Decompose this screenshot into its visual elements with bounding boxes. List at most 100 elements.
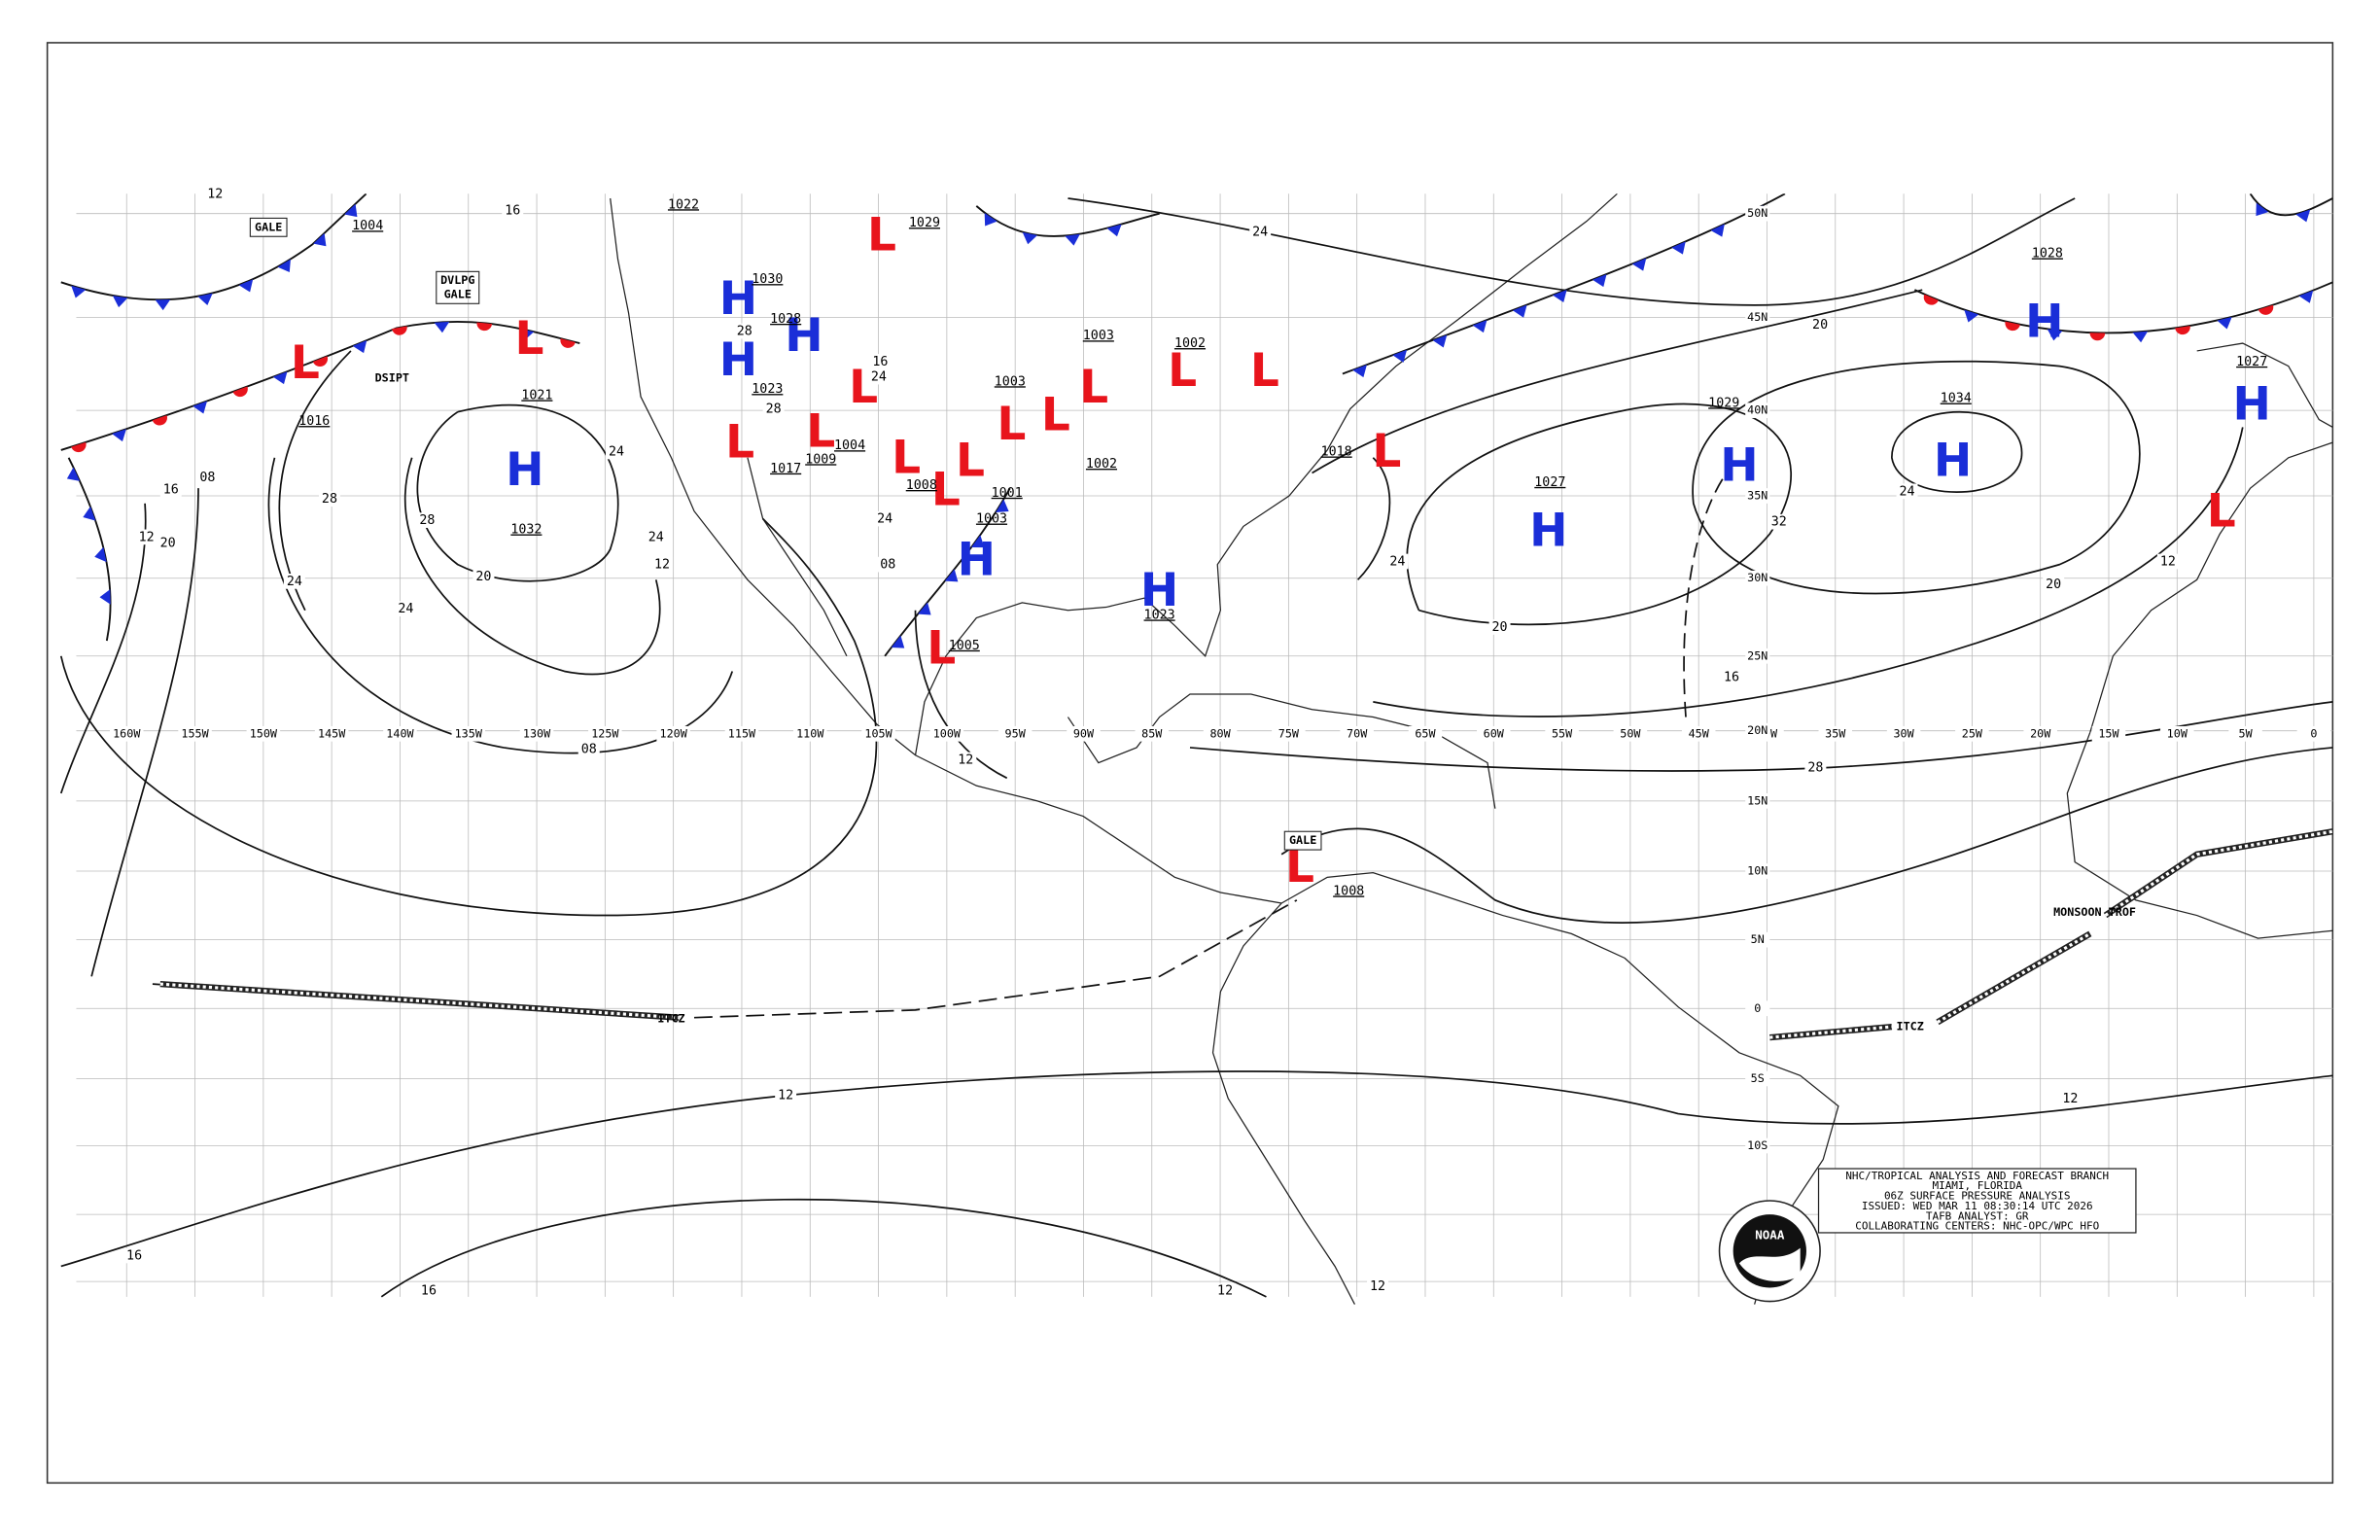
lon-label: 90W — [1073, 726, 1095, 740]
coastline — [747, 457, 848, 657]
isobar-label: 08 — [880, 558, 895, 573]
pressure-value: 1030 — [752, 272, 783, 287]
lat-label: 30N — [1747, 571, 1768, 584]
pressure-center: H — [785, 309, 822, 363]
cold-front-barb — [2256, 202, 2269, 217]
grid — [76, 193, 2333, 1297]
lon-label-box — [1681, 725, 1716, 742]
isobar-label-box — [157, 535, 179, 551]
logo-wave — [1738, 1247, 1801, 1281]
feature-label: DSIPT — [375, 371, 409, 385]
warm-front-barb — [2258, 304, 2274, 315]
isobar-label: 20 — [1812, 318, 1828, 332]
cold-front-barb — [918, 602, 931, 615]
isobar — [59, 517, 878, 917]
pressure-value: 1008 — [906, 478, 937, 493]
feature-box — [1283, 830, 1322, 851]
isobar-label: 28 — [322, 492, 337, 507]
isobar — [403, 457, 661, 676]
lon-label: 80W — [1209, 726, 1231, 740]
lat-label: 50N — [1747, 206, 1768, 220]
isobar-label: 08 — [581, 743, 597, 757]
isobar-label-box — [2059, 1091, 2082, 1106]
isobar-label-box — [651, 556, 674, 573]
isobar-label: 16 — [163, 483, 179, 498]
isobar — [914, 610, 1008, 780]
front-line — [1342, 193, 1786, 375]
feature-label: ITCZ — [1897, 1020, 1924, 1033]
lat-label: 10N — [1747, 864, 1768, 878]
pressure-center: L — [1041, 388, 1070, 441]
warm-front-barb — [152, 415, 167, 426]
lon-label-box — [929, 725, 964, 742]
cold-front-barb — [1432, 334, 1448, 348]
isobar-label-box — [196, 470, 219, 486]
pressure-value: 1027 — [1534, 475, 1565, 490]
isobar-label-box — [417, 1282, 439, 1299]
isobar-label: 32 — [1771, 515, 1787, 530]
isobar-label: 28 — [766, 402, 782, 417]
lon-label: 120W — [660, 726, 688, 740]
pressure-center: H — [1140, 564, 1178, 617]
pressure-center: L — [1168, 344, 1197, 398]
lon-label: 15W — [2098, 726, 2119, 740]
lon-label: 110W — [796, 726, 824, 740]
lon-label-box — [588, 725, 622, 742]
lat-label-box — [1745, 931, 1770, 948]
cold-front-barb — [99, 589, 111, 605]
lon-label-box — [2160, 725, 2194, 742]
lon-label-box — [793, 725, 827, 742]
pressure-value: 1003 — [1083, 329, 1114, 343]
isobar-label-box — [1386, 553, 1409, 570]
pressure-center: H — [958, 534, 996, 587]
lon-label-box — [1477, 725, 1511, 742]
lon-label-box — [2091, 725, 2126, 742]
isobar-label: 24 — [1900, 484, 1915, 499]
pressure-center: L — [892, 431, 921, 484]
lon-label: 145W — [318, 726, 346, 740]
feature-box — [249, 217, 288, 237]
cold-front-barb — [891, 635, 905, 648]
pressure-center: H — [506, 443, 543, 497]
isobar-label: 12 — [778, 1089, 793, 1103]
isobar-label-box — [605, 443, 627, 460]
feature-label: MONSOON TROF — [2053, 905, 2136, 919]
isobar — [1890, 411, 2023, 493]
isobar-label-box — [955, 752, 977, 768]
cold-front-barb — [238, 279, 254, 293]
isobar — [1280, 747, 2333, 924]
info-line: NHC/TROPICAL ANALYSIS AND FORECAST BRANC… — [1845, 1170, 2109, 1182]
cold-front-barb — [2298, 290, 2314, 303]
cold-front-barb — [984, 213, 998, 227]
pressure-value: 1032 — [510, 523, 542, 538]
pressure-center: L — [931, 463, 961, 516]
lon-label-box — [1955, 725, 1989, 742]
feature-label: DVLPG — [440, 273, 474, 287]
isobar-label: 12 — [1370, 1279, 1385, 1294]
pressure-center: L — [867, 208, 896, 262]
isobar — [1692, 360, 2141, 595]
pressure-center: H — [719, 333, 757, 387]
isobar-label-box — [159, 481, 182, 498]
lon-label: 70W — [1347, 726, 1368, 740]
lon-label: 65W — [1415, 726, 1436, 740]
lon-label-box — [861, 725, 895, 742]
isobar-label: 20 — [2046, 578, 2061, 592]
isobar-label: 12 — [2160, 554, 2176, 569]
lon-label-box — [2023, 725, 2057, 742]
cold-front-barb — [83, 506, 96, 521]
pressure-center: L — [515, 312, 544, 366]
isobar-label-box — [877, 556, 899, 573]
cold-front-barb — [1964, 309, 1979, 323]
lon-label: 115W — [728, 726, 756, 740]
warm-front-barb — [560, 338, 576, 348]
pressure-center: H — [2232, 377, 2270, 431]
cold-front-barb — [1592, 273, 1607, 288]
warm-front-barb — [476, 322, 493, 332]
isobar-label-box — [416, 512, 438, 528]
lon-label-box — [2228, 725, 2262, 742]
cold-front-barb — [112, 429, 126, 442]
lon-label-box — [1408, 725, 1443, 742]
pressure-value: 1001 — [992, 486, 1023, 501]
